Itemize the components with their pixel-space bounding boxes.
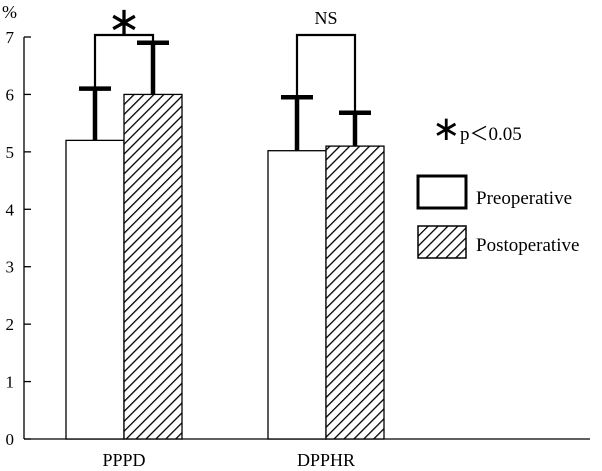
significance-bracket [295, 33, 357, 113]
legend-swatch-preoperative [416, 174, 468, 210]
x-tick-label: PPPD [102, 450, 145, 470]
y-tick-label: 0 [6, 430, 15, 449]
bars [65, 93, 385, 440]
legend-significance-note: p＜0.05 [460, 124, 522, 145]
x-tick-label: DPPHR [297, 450, 355, 470]
y-tick-label: 2 [6, 315, 15, 334]
y-tick-label: 4 [6, 200, 15, 219]
error-bars [79, 40, 371, 151]
significance-bracket [93, 33, 155, 89]
bar-preoperative-dpphr [267, 150, 327, 440]
legend-star-symbol: ∗ [432, 111, 461, 148]
bar-postoperative-pppd [123, 93, 183, 440]
legend-label-preoperative: Preoperative [476, 188, 572, 209]
significance-brackets: ∗ NS [93, 0, 357, 113]
y-tick-label: 6 [6, 85, 15, 104]
significance-label: NS [314, 8, 337, 28]
y-tick-label: 1 [6, 373, 15, 392]
legend-swatch-postoperative [417, 225, 467, 259]
y-axis-label: % [2, 2, 17, 22]
y-tick-label: 5 [6, 143, 15, 162]
bar-postoperative-dpphr [325, 145, 385, 440]
legend-label-postoperative: Postoperative [476, 235, 579, 256]
bar-preoperative-pppd [65, 139, 125, 440]
x-tick-labels: PPPD DPPHR [102, 450, 355, 470]
y-tick-label: 3 [6, 258, 15, 277]
y-tick-label: 7 [6, 28, 15, 47]
significance-label: ∗ [107, 0, 141, 44]
legend: ∗ p＜0.05 Preoperative Postoperative [416, 111, 579, 259]
